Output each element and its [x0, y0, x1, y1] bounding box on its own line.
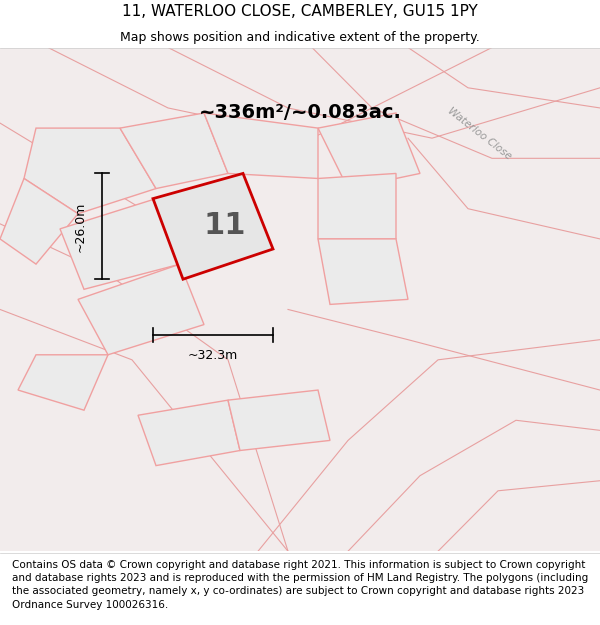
Polygon shape — [24, 128, 156, 214]
Text: ~26.0m: ~26.0m — [74, 201, 87, 251]
Polygon shape — [153, 173, 273, 279]
Text: ~32.3m: ~32.3m — [188, 349, 238, 362]
Text: ~336m²/~0.083ac.: ~336m²/~0.083ac. — [199, 104, 401, 122]
Polygon shape — [318, 173, 396, 239]
Polygon shape — [318, 113, 420, 189]
Polygon shape — [18, 355, 108, 410]
Text: Map shows position and indicative extent of the property.: Map shows position and indicative extent… — [120, 31, 480, 44]
Polygon shape — [318, 239, 408, 304]
Polygon shape — [120, 113, 228, 189]
Text: 11, WATERLOO CLOSE, CAMBERLEY, GU15 1PY: 11, WATERLOO CLOSE, CAMBERLEY, GU15 1PY — [122, 4, 478, 19]
Polygon shape — [204, 113, 318, 179]
Text: Contains OS data © Crown copyright and database right 2021. This information is : Contains OS data © Crown copyright and d… — [12, 560, 588, 610]
Polygon shape — [60, 199, 180, 289]
Text: 11: 11 — [204, 211, 246, 239]
Polygon shape — [0, 179, 78, 264]
Polygon shape — [138, 400, 240, 466]
Polygon shape — [78, 264, 204, 355]
Text: Waterloo Close: Waterloo Close — [446, 105, 514, 161]
Polygon shape — [228, 390, 330, 451]
